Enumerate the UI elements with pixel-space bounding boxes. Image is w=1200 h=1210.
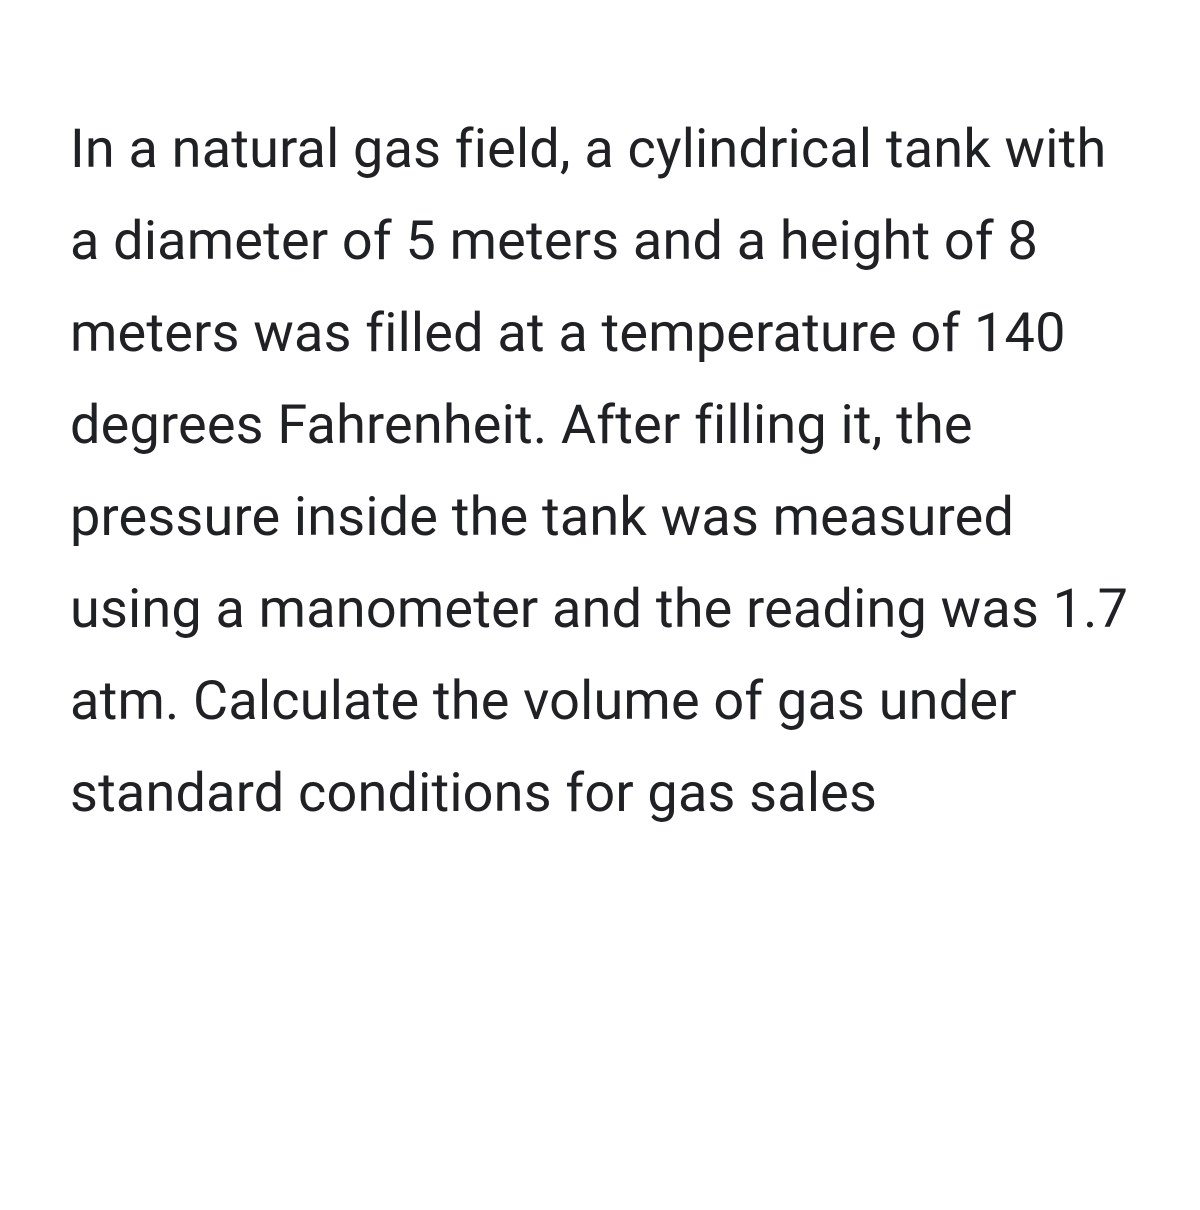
page-container: In a natural gas field, a cylindrical ta… — [0, 0, 1200, 1210]
problem-statement: In a natural gas field, a cylindrical ta… — [70, 104, 1140, 840]
